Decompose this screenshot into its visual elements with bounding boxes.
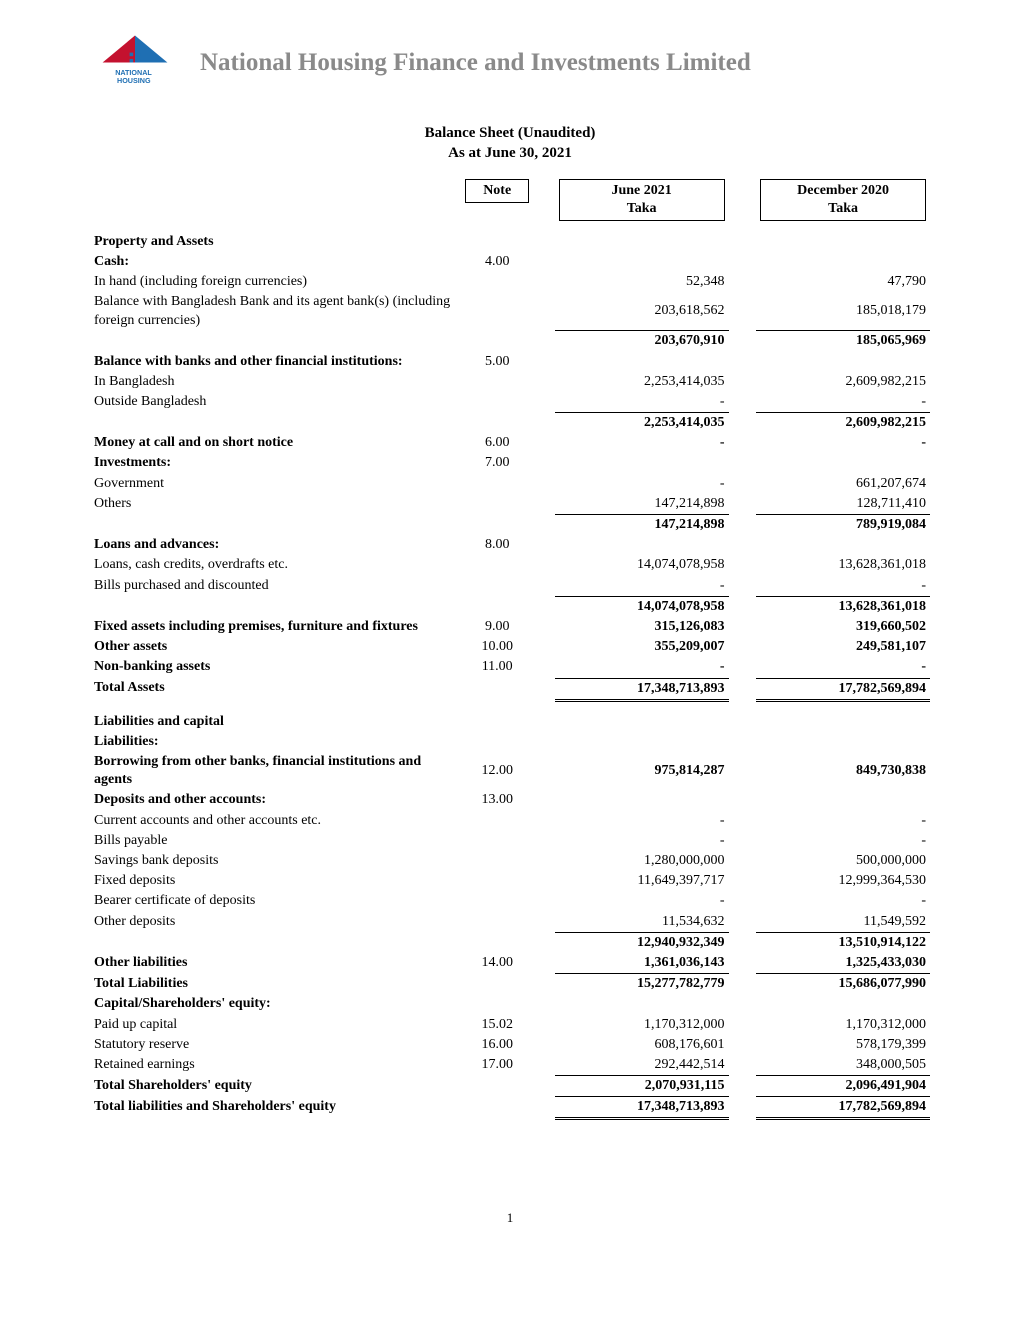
section-liab: Liabilities and capital (90, 712, 461, 732)
page-header: NATIONAL HOUSING National Housing Financ… (90, 30, 930, 95)
row-mcall: Money at call and on short notice (90, 433, 461, 453)
row-tl: Total Liabilities (90, 974, 461, 995)
row-liab-head: Liabilities: (90, 732, 461, 752)
row-cash-inhand: In hand (including foreign currencies) (90, 272, 461, 292)
col-header-dec20: December 2020Taka (760, 179, 926, 221)
row-oa: Other assets (90, 637, 461, 657)
row-cash-total-2: 185,065,969 (756, 331, 930, 352)
report-date: As at June 30, 2021 (90, 143, 930, 163)
row-bwb-total-1: 2,253,414,035 (555, 413, 729, 434)
row-dep-oth: Other deposits (90, 912, 461, 933)
row-ol: Other liabilities (90, 953, 461, 974)
row-cap-head: Capital/Shareholders' equity: (90, 994, 461, 1014)
row-fa: Fixed assets including premises, furnitu… (90, 617, 461, 637)
row-dep-total-1: 12,940,932,349 (555, 932, 729, 953)
company-logo: NATIONAL HOUSING (90, 30, 180, 95)
row-re: Retained earnings (90, 1055, 461, 1076)
row-la-total-1: 14,074,078,958 (555, 596, 729, 617)
row-dep-curr: Current accounts and other accounts etc. (90, 811, 461, 831)
report-title: Balance Sheet (Unaudited) (90, 123, 930, 143)
row-la-bills: Bills purchased and discounted (90, 576, 461, 597)
row-dep-fix: Fixed deposits (90, 871, 461, 891)
row-dep-bills: Bills payable (90, 831, 461, 851)
row-dep-total-2: 13,510,914,122 (756, 932, 930, 953)
col-header-note: Note (465, 179, 529, 203)
row-tse: Total Shareholders' equity (90, 1076, 461, 1097)
section-assets: Property and Assets (90, 232, 461, 252)
balance-sheet-table: Note June 2021Taka December 2020Taka Pro… (90, 178, 930, 1121)
report-title-block: Balance Sheet (Unaudited) As at June 30,… (90, 123, 930, 164)
row-dep-head: Deposits and other accounts: (90, 790, 461, 810)
row-bwb-total-2: 2,609,982,215 (756, 413, 930, 434)
row-total-assets: Total Assets (90, 678, 461, 700)
row-pu: Paid up capital (90, 1015, 461, 1035)
row-la-loans: Loans, cash credits, overdrafts etc. (90, 555, 461, 575)
company-name: National Housing Finance and Investments… (200, 49, 751, 77)
row-inv-total-1: 147,214,898 (555, 515, 729, 536)
row-sr: Statutory reserve (90, 1035, 461, 1055)
row-dep-sav: Savings bank deposits (90, 851, 461, 871)
row-inv-total-2: 789,919,084 (756, 515, 930, 536)
row-nba: Non-banking assets (90, 657, 461, 678)
row-inv-head: Investments: (90, 453, 461, 473)
row-cash-bb: Balance with Bangladesh Bank and its age… (90, 292, 461, 330)
page-number: 1 (90, 1210, 930, 1226)
row-bwb-out: Outside Bangladesh (90, 392, 461, 413)
row-la-head: Loans and advances: (90, 535, 461, 555)
row-tlse: Total liabilities and Shareholders' equi… (90, 1097, 461, 1119)
row-la-total-2: 13,628,361,018 (756, 596, 930, 617)
col-header-jun21: June 2021Taka (559, 179, 725, 221)
row-inv-gov: Government (90, 474, 461, 494)
row-inv-oth: Others (90, 494, 461, 515)
row-bwb-head: Balance with banks and other financial i… (90, 352, 461, 372)
row-dep-bear: Bearer certificate of deposits (90, 891, 461, 911)
row-bwb-in: In Bangladesh (90, 372, 461, 392)
row-cash-total-1: 203,670,910 (555, 331, 729, 352)
row-borrow: Borrowing from other banks, financial in… (90, 752, 461, 790)
row-cash-head: Cash: (90, 252, 461, 272)
svg-text:HOUSING: HOUSING (117, 76, 151, 85)
